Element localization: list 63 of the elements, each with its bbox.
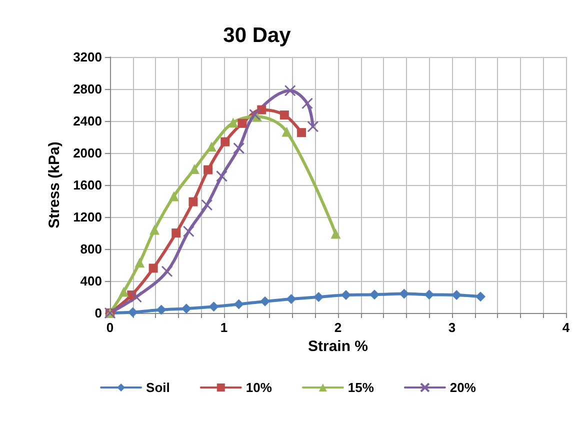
point (156, 304, 166, 315)
y-tick-label: 400 (80, 274, 102, 288)
point (249, 108, 261, 120)
y-tick-label: 2800 (73, 82, 102, 96)
point (134, 258, 145, 268)
x-axis-title: Strain % (308, 338, 368, 355)
point (238, 118, 247, 128)
y-tick-label: 800 (80, 242, 102, 256)
point (452, 290, 462, 300)
x-tick-label: 4 (562, 320, 570, 335)
x-tick-label: 3 (448, 320, 456, 335)
point (189, 164, 200, 174)
point (201, 199, 213, 211)
point (260, 296, 270, 306)
point (216, 170, 228, 182)
point (330, 228, 341, 239)
y-tick-label: 3200 (73, 50, 102, 64)
point (148, 264, 158, 273)
point (149, 224, 160, 235)
point (206, 142, 216, 152)
point (280, 110, 289, 120)
point (369, 290, 380, 300)
x-tick-label: 0 (106, 320, 114, 335)
point (220, 137, 230, 146)
y-tick-label: 2400 (73, 114, 102, 128)
point (307, 120, 319, 132)
point (128, 307, 138, 318)
point (282, 126, 292, 137)
point (297, 128, 306, 138)
point (257, 105, 266, 114)
point (424, 290, 434, 300)
y-axis-title: Stress (kPa) (46, 142, 63, 228)
point (181, 304, 192, 314)
point (234, 299, 244, 310)
y-tick-label: 1600 (73, 178, 102, 192)
point (168, 191, 179, 202)
point (399, 288, 410, 299)
point (182, 226, 194, 238)
y-tick-label: 1200 (73, 210, 102, 224)
y-tick-label: 2000 (73, 146, 102, 160)
point (130, 291, 142, 303)
point (301, 98, 313, 110)
point (228, 118, 238, 128)
x-tick-label: 2 (334, 320, 342, 335)
point (161, 266, 173, 278)
point (233, 142, 245, 154)
legend-label: 15% (348, 380, 374, 395)
point (314, 292, 324, 302)
point (340, 290, 351, 300)
point (476, 292, 486, 302)
legend-label: 10% (246, 380, 272, 395)
point (188, 197, 198, 206)
x-tick-label: 1 (220, 320, 228, 335)
legend-label: 20% (450, 380, 476, 395)
point (208, 302, 219, 312)
chart-title: 30 Day (223, 24, 292, 47)
point (204, 165, 213, 174)
point (284, 84, 296, 96)
y-tick-label: 0 (94, 306, 102, 320)
point (286, 294, 296, 304)
legend-label: Soil (146, 380, 170, 395)
point (118, 286, 129, 297)
point (172, 228, 181, 238)
